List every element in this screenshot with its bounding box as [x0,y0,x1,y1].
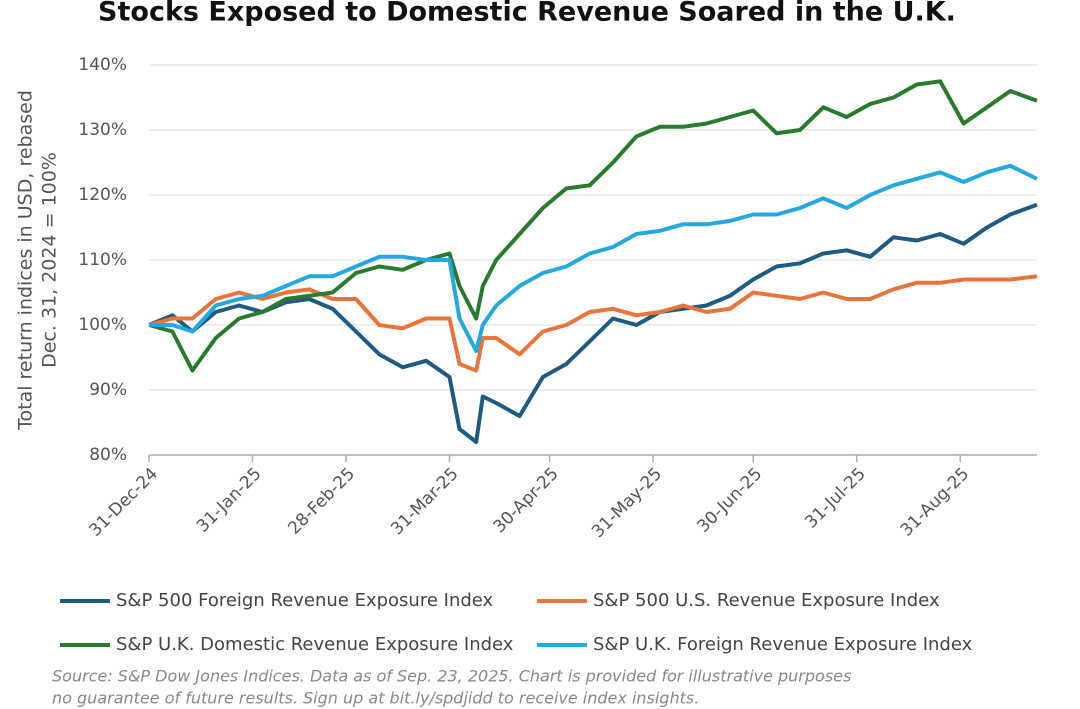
legend-label: S&P 500 Foreign Revenue Exposure Index [116,590,494,611]
x-tick-label: 31-Mar-25 [387,464,462,539]
chart-title: Stocks Exposed to Domestic Revenue Soare… [98,0,956,28]
x-tick-label: 31-May-25 [588,464,666,542]
x-tick-label: 30-Jun-25 [693,464,766,537]
legend-label: S&P U.K. Foreign Revenue Exposure Index [593,634,973,655]
x-tick-label: 30-Apr-25 [489,464,562,537]
y-tick-label: 110% [78,250,127,270]
series-line [148,202,1038,444]
legend-label: S&P U.K. Domestic Revenue Exposure Index [116,634,514,655]
y-tick-label: 90% [89,380,127,400]
y-tick-label: 140% [78,55,127,75]
y-axis-label: Total return indices in USD, rebased [15,90,37,431]
x-tick-label: 31-Jul-25 [801,464,870,533]
y-tick-label: 100% [78,315,127,335]
y-axis-label: Dec. 31, 2024 = 100% [39,152,61,368]
y-tick-label: 130% [78,120,127,140]
y-tick-label: 80% [89,445,127,465]
source-note: Source: S&P Dow Jones Indices. Data as o… [52,667,851,686]
series-line [149,163,1038,353]
y-tick-label: 120% [78,185,127,205]
x-tick-label: 31-Aug-25 [897,464,974,541]
source-note: no guarantee of future results. Sign up … [52,689,699,708]
x-tick-label: 28-Feb-25 [284,464,359,539]
x-tick-label: 31-Dec-24 [85,464,162,541]
x-tick-label: 31-Jan-25 [193,464,266,537]
series-line [148,274,1038,373]
series-line [148,79,1038,373]
legend-label: S&P 500 U.S. Revenue Exposure Index [593,590,940,611]
